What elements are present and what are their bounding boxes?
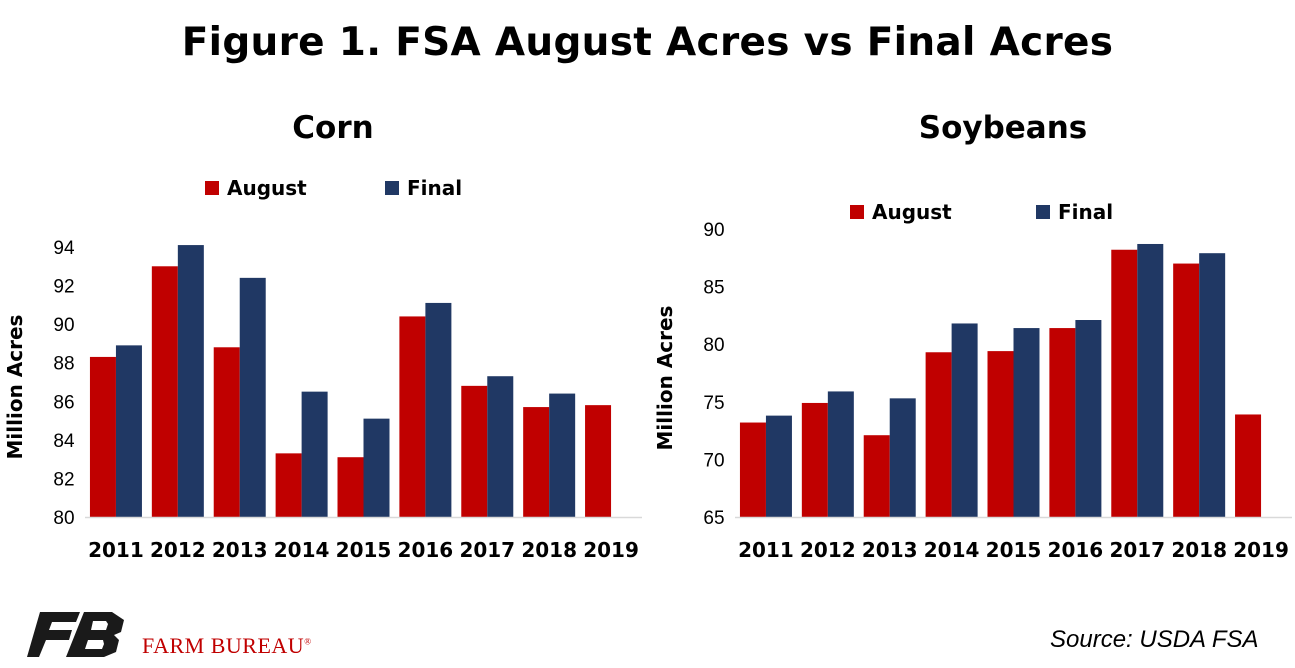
soybeans-bar-august-2018 [1173,263,1200,517]
corn-title: Corn [292,110,373,146]
corn-x-tick-label: 2014 [274,538,330,562]
farm-bureau-logo-text: FARM BUREAU® [142,633,312,658]
corn-x-tick-label: 2011 [88,538,144,562]
farm-bureau-logo-icon [27,612,124,657]
corn-bar-august-2012 [151,266,178,517]
soybeans-x-tick-label: 2017 [1109,538,1165,562]
soybeans-x-tick-label: 2018 [1171,538,1227,562]
soybeans-bar-august-2011 [739,422,766,517]
corn-bar-final-2017 [487,376,514,517]
corn-ytick-label: 80 [53,508,74,529]
corn-bar-final-2018 [549,393,576,517]
corn-bar-august-2018 [523,407,550,517]
corn-ytick-label: 82 [53,469,74,490]
corn-bar-august-2019 [585,405,612,517]
soybeans-ytick-label: 75 [703,393,724,414]
soybeans-bar-final-2012 [827,391,854,517]
corn-ytick-label: 88 [53,354,74,375]
soybeans-bar-august-2017 [1111,249,1138,517]
soybeans-legend-swatch-august [850,205,864,219]
corn-bar-final-2014 [301,391,328,517]
corn-bar-final-2011 [115,345,142,517]
soybeans-x-tick-label: 2014 [924,538,980,562]
corn-x-tick-label: 2013 [212,538,268,562]
soybeans-bar-final-2013 [889,398,916,517]
source-note: Source: USDA FSA [1050,626,1259,653]
soybeans-bar-final-2015 [1013,328,1040,517]
figure-title: Figure 1. FSA August Acres vs Final Acre… [181,20,1114,65]
soybeans-y-axis-label: Million Acres [653,306,677,451]
corn-x-tick-label: 2012 [150,538,206,562]
corn-y-axis-label: Million Acres [3,315,27,460]
soybeans-bar-final-2014 [951,323,978,517]
soybeans-x-tick-label: 2012 [800,538,856,562]
corn-chart: Corn August Final 80 82 84 86 88 90 92 94 Million A… [3,110,642,562]
soybeans-bar-final-2016 [1075,320,1102,517]
soybeans-bar-august-2016 [1049,328,1076,517]
soybeans-ytick-label: 80 [703,335,724,356]
soybeans-title: Soybeans [919,110,1088,146]
corn-ytick-label: 86 [53,392,74,413]
corn-x-tick-label: 2016 [398,538,454,562]
soybeans-bar-august-2013 [863,435,890,517]
corn-ytick-label: 90 [53,315,74,336]
soybeans-x-tick-label: 2011 [738,538,794,562]
soybeans-ytick-label: 90 [703,220,724,241]
soybeans-ytick-label: 65 [703,508,724,529]
soybeans-x-tick-label: 2013 [862,538,918,562]
corn-x-tick-label: 2018 [521,538,577,562]
corn-bar-august-2015 [337,457,364,517]
soybeans-x-tick-label: 2016 [1048,538,1104,562]
corn-bar-august-2014 [275,453,302,517]
soybeans-legend-label-final: Final [1058,200,1113,224]
soybeans-bar-final-2011 [765,415,792,517]
soybeans-x-tick-label: 2019 [1233,538,1289,562]
corn-bar-final-2012 [177,245,204,518]
soybeans-bar-august-2012 [801,402,828,517]
soybeans-bar-august-2019 [1235,414,1262,517]
corn-x-tick-label: 2017 [459,538,515,562]
corn-legend-swatch-august [205,181,219,195]
corn-bar-august-2013 [213,347,240,517]
soybeans-bar-august-2015 [987,351,1014,517]
corn-bar-august-2017 [461,385,488,517]
corn-ytick-label: 92 [53,277,74,298]
soybeans-bar-final-2018 [1199,253,1226,517]
corn-bar-final-2015 [363,418,390,517]
soybeans-x-tick-label: 2015 [986,538,1042,562]
corn-x-tick-label: 2015 [336,538,392,562]
corn-legend-label-august: August [227,176,307,200]
corn-x-tick-label: 2019 [583,538,639,562]
soybeans-bar-final-2017 [1137,243,1164,517]
corn-legend-label-final: Final [407,176,462,200]
soybeans-legend-swatch-final [1036,205,1050,219]
soybeans-legend-label-august: August [872,200,952,224]
corn-bar-august-2016 [399,316,426,517]
soybeans-ytick-label: 70 [703,450,724,471]
corn-bar-final-2016 [425,302,452,517]
soybeans-ytick-label: 85 [703,278,724,299]
corn-bar-final-2013 [239,277,266,517]
soybeans-bar-august-2014 [925,352,952,517]
corn-ytick-label: 84 [53,431,75,452]
soybeans-chart: Soybeans August Final 65 70 75 80 85 90 Million A… [653,110,1292,562]
corn-ytick-label: 94 [53,238,75,259]
corn-legend-swatch-final [385,181,399,195]
corn-bar-august-2011 [89,356,116,517]
